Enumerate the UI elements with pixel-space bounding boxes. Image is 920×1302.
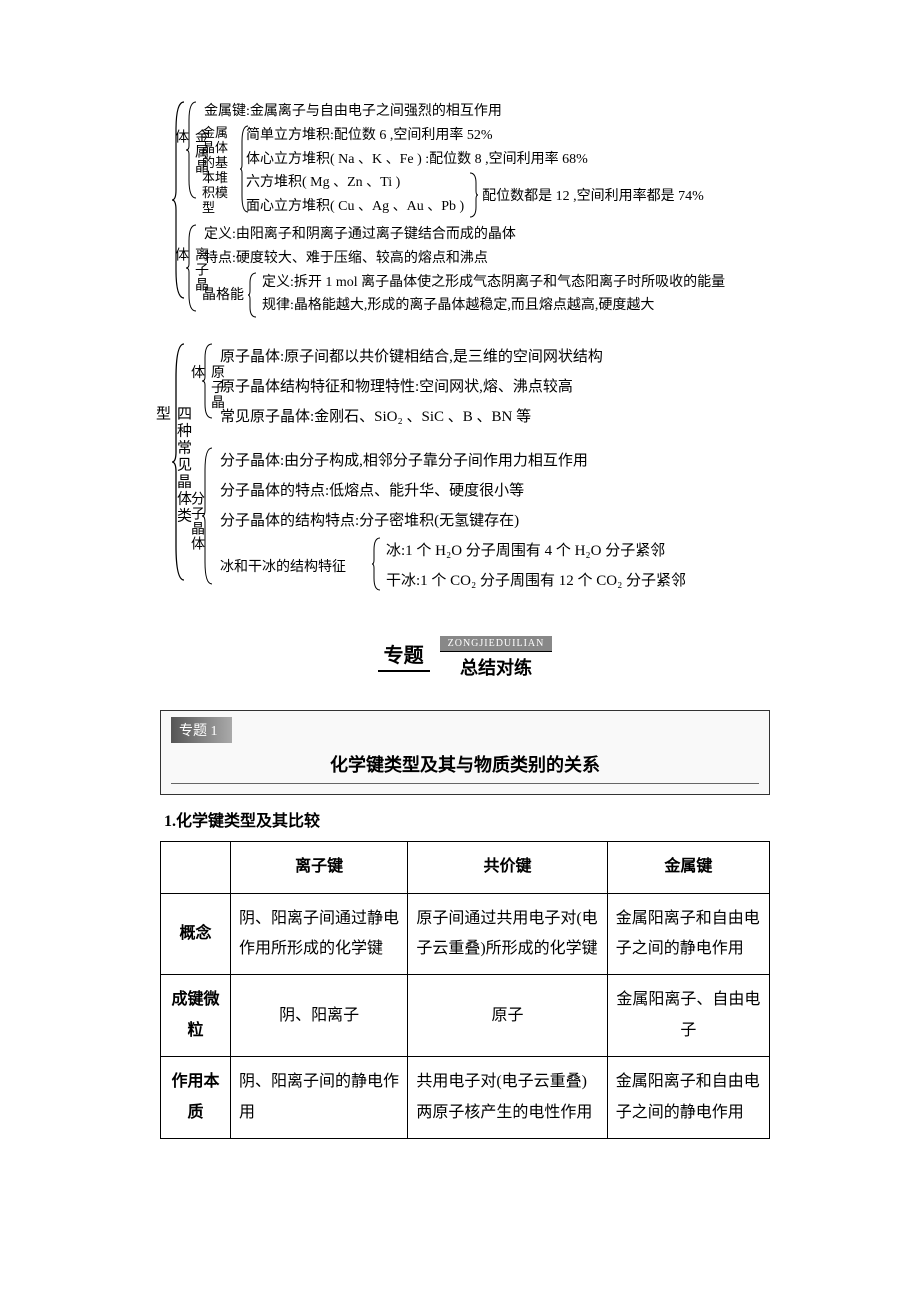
brace-main-2 — [172, 342, 186, 582]
dry-ice-struct: 干冰:1 个 CO₂ 分子周围有 12 个 CO₂ 分子紧邻 — [386, 566, 770, 596]
molecular-crystal-group: 分子晶体 分子晶体:由分子构成,相邻分子靠分子间作用力相互作用 分子晶体的特点:… — [190, 446, 770, 596]
title-sub: 总结对练 — [440, 651, 553, 680]
ice-label: 冰和干冰的结构特征 — [220, 556, 346, 576]
brace-ice — [372, 536, 382, 592]
brace-lattice — [248, 271, 258, 319]
topic-title: 化学键类型及其与物质类别的关系 — [171, 751, 759, 784]
table-row: 概念 阴、阳离子间通过静电作用所形成的化学键 原子间通过共用电子对(电子云重叠)… — [161, 893, 770, 975]
packing-model-label: 金属晶体的基本堆积模型 — [202, 127, 238, 217]
ionic-props: 特点:硬度较大、难于压缩、较高的熔点和沸点 — [204, 247, 770, 271]
th-ionic: 离子键 — [231, 842, 408, 893]
table-row: 成键微粒 阴、阳离子 原子 金属阳离子、自由电子 — [161, 975, 770, 1057]
atomic-examples: 常见原子晶体:金刚石、SiO₂ 、SiC 、B 、BN 等 — [220, 402, 770, 432]
cell-concept-metallic: 金属阳离子和自由电子之间的静电作用 — [607, 893, 769, 975]
hcp: 六方堆积( Mg 、Zn 、Ti ) — [246, 171, 464, 195]
ionic-def: 定义:由阳离子和阴离子通过离子键结合而成的晶体 — [204, 223, 770, 247]
brace-metal — [186, 100, 198, 200]
title-pinyin: ZONGJIEDUILIAN — [440, 636, 553, 651]
crystal-types-lower: 四种常见晶体类型 原子晶体 原子晶体:原子间都以共价键相结合,是三维的空间网状结… — [160, 342, 770, 596]
metal-bond-def: 金属键:金属离子与自由电子之间强烈的相互作用 — [204, 100, 770, 124]
molecular-struct: 分子晶体的结构特点:分子密堆积(无氢键存在) — [220, 506, 770, 536]
metal-crystal-group: 金属晶体 金属键:金属离子与自由电子之间强烈的相互作用 金属晶体的基本堆积模型 … — [174, 100, 770, 219]
cell-particle-metallic: 金属阳离子、自由电子 — [607, 975, 769, 1057]
simple-cubic: 简单立方堆积:配位数 6 ,空间利用率 52% — [246, 124, 770, 148]
lattice-def: 定义:拆开 1 mol 离子晶体使之形成气态阴离子和气态阳离子时所吸收的能量 — [262, 271, 770, 295]
ice-dryice-group: 冰和干冰的结构特征 冰:1 个 H₂O 分子周围有 4 个 H₂O 分子紧邻 干… — [220, 536, 770, 596]
row-concept-label: 概念 — [161, 893, 231, 975]
lattice-rule: 规律:晶格能越大,形成的离子晶体越稳定,而且熔点越高,硬度越大 — [262, 294, 770, 318]
cell-essence-covalent: 共用电子对(电子云重叠)两原子核产生的电性作用 — [408, 1057, 607, 1139]
th-covalent: 共价键 — [408, 842, 607, 893]
row-essence-label: 作用本质 — [161, 1057, 231, 1139]
molecular-props: 分子晶体的特点:低熔点、能升华、硬度很小等 — [220, 476, 770, 506]
close-pack-wrap: 六方堆积( Mg 、Zn 、Ti ) 面心立方堆积( Cu 、Ag 、Au 、P… — [246, 171, 464, 219]
packing-model-group: 金属晶体的基本堆积模型 简单立方堆积:配位数 6 ,空间利用率 52% 体心立方… — [204, 124, 770, 219]
ionic-crystal-group: 离子晶体 定义:由阳离子和阴离子通过离子键结合而成的晶体 特点:硬度较大、难于压… — [174, 223, 770, 318]
table-row: 作用本质 阴、阳离子间的静电作用 共用电子对(电子云重叠)两原子核产生的电性作用… — [161, 1057, 770, 1139]
topic-header: 专题 1 化学键类型及其与物质类别的关系 — [160, 710, 770, 795]
close-pack-note: 配位数都是 12 ,空间利用率都是 74% — [482, 185, 704, 205]
lattice-energy-group: 晶格能 定义:拆开 1 mol 离子晶体使之形成气态阴离子和气态阳离子时所吸收的… — [204, 271, 770, 319]
cell-essence-ionic: 阴、阳离子间的静电作用 — [231, 1057, 408, 1139]
bond-types-table: 离子键 共价键 金属键 概念 阴、阳离子间通过静电作用所形成的化学键 原子间通过… — [160, 841, 770, 1139]
table-heading: 1.化学键类型及其比较 — [164, 807, 770, 831]
atomic-crystal-group: 原子晶体 原子晶体:原子间都以共价键相结合,是三维的空间网状结构 原子晶体结构特… — [190, 342, 770, 432]
cell-particle-ionic: 阴、阳离子 — [231, 975, 408, 1057]
lattice-label: 晶格能 — [202, 284, 244, 304]
cell-concept-covalent: 原子间通过共用电子对(电子云重叠)所形成的化学键 — [408, 893, 607, 975]
table-header-row: 离子键 共价键 金属键 — [161, 842, 770, 893]
topic-tab: 专题 1 — [171, 717, 232, 743]
brace-atomic — [202, 342, 214, 420]
crystal-types-upper: 金属晶体 金属键:金属离子与自由电子之间强烈的相互作用 金属晶体的基本堆积模型 … — [160, 100, 770, 318]
atomic-def: 原子晶体:原子间都以共价键相结合,是三维的空间网状结构 — [220, 342, 770, 372]
cell-essence-metallic: 金属阳离子和自由电子之间的静电作用 — [607, 1057, 769, 1139]
section-title: 专题 ZONGJIEDUILIAN 总结对练 — [160, 636, 770, 680]
row-particle-label: 成键微粒 — [161, 975, 231, 1057]
brace-molecular — [202, 446, 214, 586]
th-metallic: 金属键 — [607, 842, 769, 893]
title-main: 专题 — [378, 639, 430, 672]
title-sub-box: ZONGJIEDUILIAN 总结对练 — [440, 636, 553, 680]
brace-ionic — [186, 223, 198, 313]
th-blank — [161, 842, 231, 893]
fcc: 面心立方堆积( Cu 、Ag 、Au 、Pb ) — [246, 195, 464, 219]
cell-concept-ionic: 阴、阳离子间通过静电作用所形成的化学键 — [231, 893, 408, 975]
cell-particle-covalent: 原子 — [408, 975, 607, 1057]
molecular-def: 分子晶体:由分子构成,相邻分子靠分子间作用力相互作用 — [220, 446, 770, 476]
bcc: 体心立方堆积( Na 、K 、Fe ) :配位数 8 ,空间利用率 68% — [246, 148, 770, 172]
atomic-feature: 原子晶体结构特征和物理特性:空间网状,熔、沸点较高 — [220, 372, 770, 402]
brace-close-pack-right — [468, 171, 478, 219]
ice-struct: 冰:1 个 H₂O 分子周围有 4 个 H₂O 分子紧邻 — [386, 536, 770, 566]
